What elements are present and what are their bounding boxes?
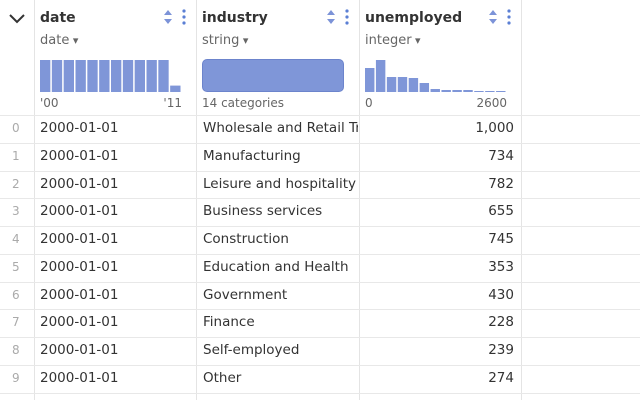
date-cell: 2000-01-01 <box>40 342 119 358</box>
industry-cell: Finance <box>203 314 255 331</box>
unemployed-cell: 1,000 <box>475 120 514 136</box>
column-menu[interactable] <box>164 8 190 29</box>
range-max: '11 <box>163 96 182 110</box>
header-border <box>0 115 640 116</box>
range-min: 0 <box>365 96 373 110</box>
row-line <box>0 142 640 144</box>
date-cell: 2000-01-01 <box>40 369 119 386</box>
histogram-bar <box>496 91 506 92</box>
unemployed-cell: 353 <box>488 258 514 275</box>
industry-cell: Government <box>203 286 288 303</box>
column-menu[interactable] <box>327 8 353 29</box>
column-type[interactable]: date <box>40 33 78 48</box>
histogram-bar <box>158 60 169 92</box>
histogram-bar <box>75 60 86 92</box>
date-cell: 2000-01-01 <box>40 120 119 136</box>
histogram-bar <box>408 78 419 92</box>
histogram-bar <box>170 85 181 92</box>
industry-cell: Self-employed <box>203 342 300 358</box>
histogram-bar <box>386 77 397 92</box>
row-index: 4 <box>12 232 20 246</box>
histogram-bar <box>51 60 63 92</box>
histogram <box>40 60 181 92</box>
histogram-bar <box>40 60 51 92</box>
industry-cell: Construction <box>203 231 289 247</box>
row-index: 1 <box>12 148 20 163</box>
row-index: 0 <box>12 121 20 135</box>
histogram-bar <box>463 90 473 92</box>
divider <box>34 0 35 400</box>
row-index: 5 <box>12 259 20 274</box>
histogram-bar <box>146 60 157 92</box>
row-index: 8 <box>12 343 20 357</box>
histogram <box>365 60 506 92</box>
unemployed-cell: 274 <box>488 369 514 386</box>
column-name[interactable]: unemployed <box>365 10 463 26</box>
row-line <box>0 170 640 172</box>
unemployed-cell: 239 <box>488 342 514 358</box>
date-cell: 2000-01-01 <box>40 286 119 303</box>
range-min: '00 <box>40 96 59 110</box>
histogram-bar <box>441 90 451 92</box>
row-line <box>0 337 640 338</box>
range-max: 2600 <box>476 96 507 110</box>
column-name[interactable]: industry <box>202 10 268 26</box>
unemployed-cell: 430 <box>488 286 514 303</box>
unemployed-cell: 782 <box>488 175 514 192</box>
category-count: 14 categories <box>202 96 284 110</box>
date-cell: 2000-01-01 <box>40 231 119 247</box>
column-type[interactable]: string <box>202 33 248 48</box>
date-cell: 2000-01-01 <box>40 175 119 192</box>
histogram-bar <box>134 60 145 92</box>
date-cell: 2000-01-01 <box>40 203 119 220</box>
row-line <box>0 226 640 227</box>
divider <box>359 0 360 400</box>
histogram-bar <box>375 60 386 92</box>
divider <box>521 0 522 400</box>
histogram-bar <box>474 91 484 92</box>
histogram-bar <box>122 60 134 92</box>
industry-cell: Manufacturing <box>203 147 301 164</box>
histogram-bar <box>419 83 430 92</box>
row-index: 9 <box>12 370 20 385</box>
row-line <box>0 253 640 255</box>
column-name[interactable]: date <box>40 10 76 26</box>
date-cell: 2000-01-01 <box>40 258 119 275</box>
row-line <box>0 364 640 366</box>
industry-cell: Leisure and hospitality <box>203 175 356 192</box>
histogram-bar <box>452 90 462 92</box>
histogram-bar <box>99 60 110 92</box>
unemployed-cell: 655 <box>488 203 514 220</box>
row-line <box>0 392 640 394</box>
industry-cell: Education and Health <box>203 258 349 275</box>
date-cell: 2000-01-01 <box>40 314 119 331</box>
row-index: 3 <box>12 204 20 219</box>
unemployed-cell: 734 <box>488 147 514 164</box>
histogram-bar <box>63 60 74 92</box>
row-line <box>0 198 640 200</box>
row-index: 6 <box>12 287 20 302</box>
histogram-bar <box>485 91 495 92</box>
row-line <box>0 281 640 283</box>
unemployed-cell: 745 <box>488 231 514 247</box>
date-cell: 2000-01-01 <box>40 147 119 164</box>
expand-toggle[interactable] <box>8 12 26 26</box>
histogram-bar <box>365 68 375 92</box>
row-index: 2 <box>12 176 20 191</box>
histogram-bar <box>87 60 98 92</box>
divider <box>196 0 197 400</box>
histogram-bar <box>111 60 122 92</box>
industry-cell: Other <box>203 369 242 386</box>
row-line <box>0 309 640 311</box>
industry-cell: Business services <box>203 203 323 220</box>
row-index: 7 <box>12 315 20 330</box>
category-bar <box>202 59 344 92</box>
unemployed-cell: 228 <box>488 314 514 331</box>
column-type[interactable]: integer <box>365 33 421 48</box>
histogram-bar <box>430 89 440 92</box>
industry-cell: Wholesale and Retail Trade <box>203 120 358 136</box>
histogram-bar <box>397 77 408 92</box>
column-menu[interactable] <box>489 8 515 29</box>
